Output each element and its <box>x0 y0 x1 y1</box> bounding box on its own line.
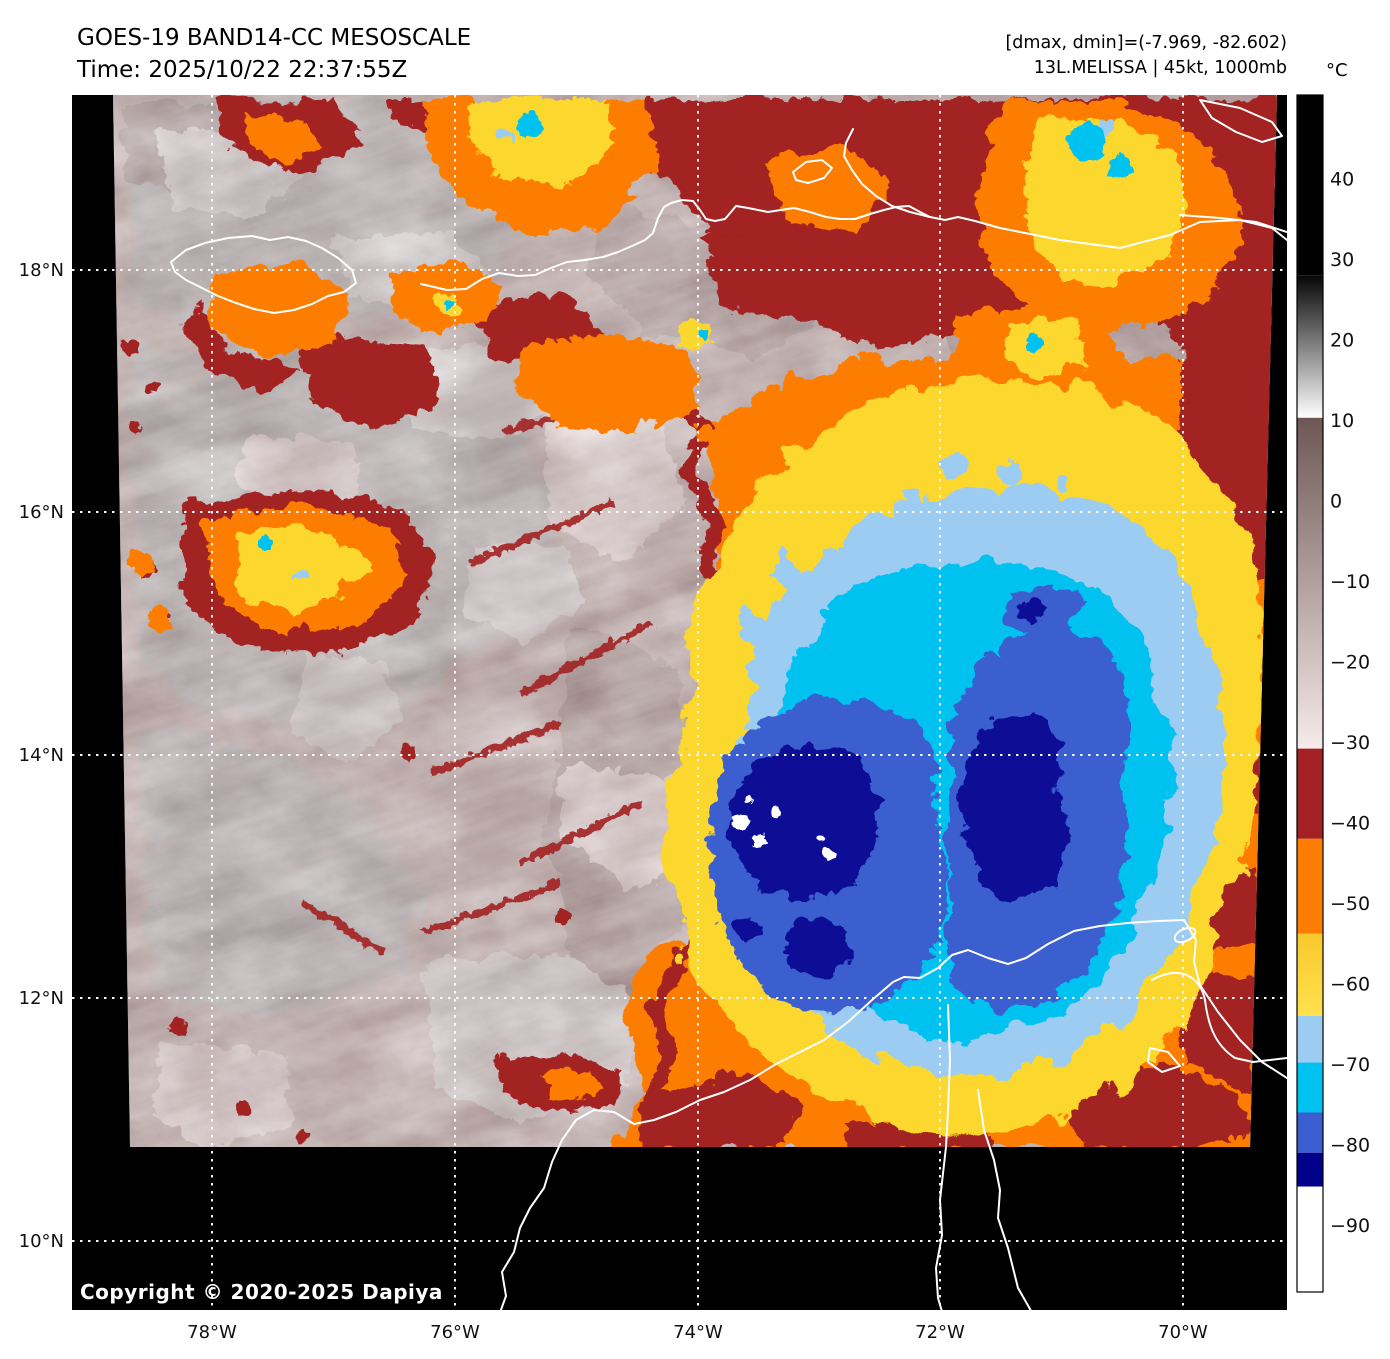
coast-dr-east <box>1179 214 1287 233</box>
colorbar-tick-label: −60 <box>1330 974 1370 996</box>
timestamp: Time: 2025/10/22 22:37:55Z <box>77 57 408 83</box>
coast-jamaica <box>170 235 357 314</box>
coast-hispaniola-south <box>420 199 1287 291</box>
coast-aruba-island <box>1173 926 1197 944</box>
colorbar-tick-label: 0 <box>1330 491 1342 513</box>
lon-tick-label: 72°W <box>915 1322 965 1343</box>
lon-tick-label: 76°W <box>430 1322 480 1343</box>
page-title: GOES-19 BAND14-CC MESOSCALE <box>77 25 472 51</box>
colorbar-segment <box>1297 1062 1323 1113</box>
colorbar-segment <box>1297 1152 1323 1187</box>
colorbar-frame <box>1296 94 1324 1293</box>
lat-tick-label: 12°N <box>19 988 64 1009</box>
navy-cores <box>724 594 1064 976</box>
coast-south-america <box>499 919 1185 1310</box>
coast-maracaibo-east <box>977 1089 1032 1310</box>
coastlines <box>170 99 1287 1310</box>
coast-maracaibo-west <box>935 1004 951 1310</box>
colorbar-segment <box>1297 1112 1323 1153</box>
colorbar-segment <box>1297 838 1323 934</box>
colorbar-segment <box>1297 417 1323 749</box>
title-block: GOES-19 BAND14-CC MESOSCALE Time: 2025/10… <box>77 22 471 86</box>
colorbar-segment <box>1297 933 1323 1016</box>
data-swath <box>113 95 1277 1147</box>
colorbar-tick-label: 30 <box>1330 249 1354 271</box>
colorbar-tick-label: 10 <box>1330 410 1354 432</box>
lat-tick-label: 16°N <box>19 502 64 523</box>
dmax-dmin-annotation: [dmax, dmin]=(-7.969, -82.602) <box>1005 33 1287 53</box>
gridlines <box>72 95 1287 1310</box>
lat-tick-label: 10°N <box>19 1231 64 1252</box>
copyright-text: Copyright © 2020-2025 Dapiya <box>80 1280 443 1304</box>
colorbar-tick-label: −80 <box>1330 1135 1370 1157</box>
colorbar-tick-label: −10 <box>1330 571 1370 593</box>
coast-paraguana <box>1151 971 1287 1063</box>
storm-annotation: 13L.MELISSA | 45kt, 1000mb <box>1033 58 1287 78</box>
colorbar-labels: 40 30 20 10 0 −10 −20 −30 −40 −50 −60 −70 −80 −90 <box>1330 169 1370 1237</box>
colorbar-segment <box>1297 1186 1323 1292</box>
axis-labels: 18°N 16°N 14°N 12°N 10°N 78°W 76°W 74°W 72°W 70°W <box>19 260 1208 1343</box>
colorbar-unit-label: °C <box>1326 60 1348 81</box>
colorbar-tick-label: −20 <box>1330 652 1370 674</box>
lon-tick-label: 74°W <box>673 1322 723 1343</box>
overshoot-white-specks <box>728 794 833 858</box>
coast-gonave-island <box>792 159 833 184</box>
coast-hispaniola-west <box>843 128 931 218</box>
colorbar-tick-label: 20 <box>1330 330 1354 352</box>
lon-tick-label: 70°W <box>1158 1322 1208 1343</box>
colorbar-tick-label: −90 <box>1330 1215 1370 1237</box>
lat-tick-label: 18°N <box>19 260 64 281</box>
colorbar-tick-label: −40 <box>1330 813 1370 835</box>
lon-tick-label: 78°W <box>187 1322 237 1343</box>
coast-bay-wiggle <box>1147 1047 1181 1073</box>
colorbar-tick-label: −50 <box>1330 893 1370 915</box>
colorbar-segment <box>1297 748 1323 839</box>
colorbar-segment <box>1297 275 1323 418</box>
coast-hispaniola-northeast <box>1199 99 1283 143</box>
colorbar <box>1296 94 1324 1293</box>
annotation-block: [dmax, dmin]=(-7.969, -82.602) 13L.MELISS… <box>1005 31 1287 81</box>
colorbar-tick-label: −70 <box>1330 1054 1370 1076</box>
colorbar-segment <box>1297 95 1323 276</box>
colorbar-tick-label: 40 <box>1330 169 1354 191</box>
lat-tick-label: 14°N <box>19 745 64 766</box>
colorbar-tick-label: −30 <box>1330 732 1370 754</box>
colorbar-segment <box>1297 1015 1323 1063</box>
